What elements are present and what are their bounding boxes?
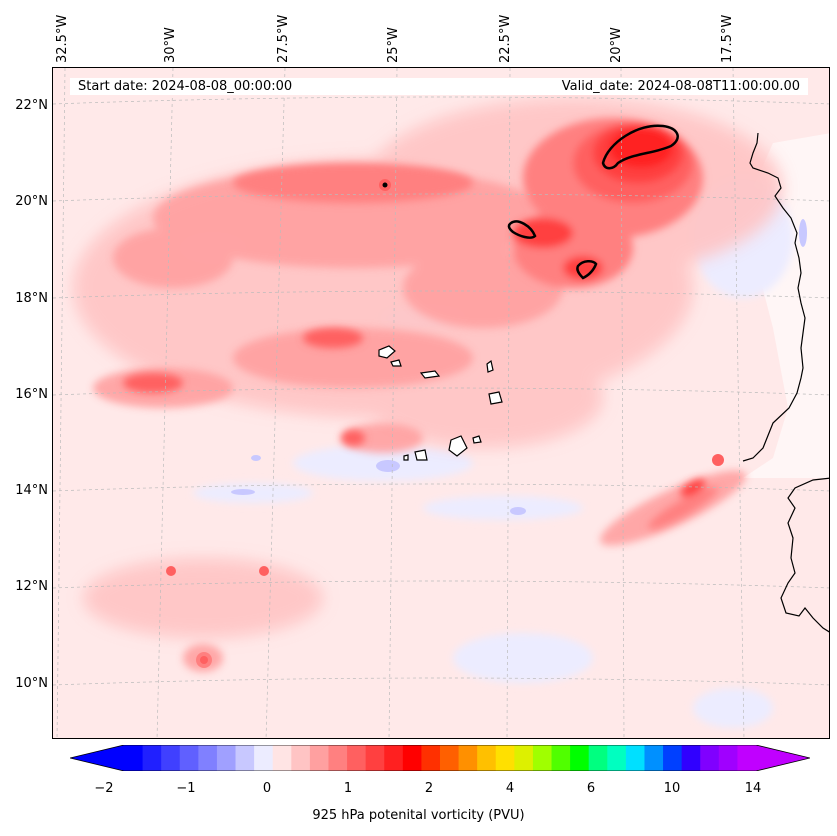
colorbar-segment [365, 745, 385, 771]
colorbar-segment [588, 745, 608, 771]
colorbar-segment [328, 745, 348, 771]
pv-dot [382, 182, 388, 188]
colorbar-segment [421, 745, 441, 771]
cb-tick-14: 14 [744, 781, 762, 796]
colorbar-segment [347, 745, 367, 771]
colorbar-segment [216, 745, 237, 771]
colorbar-segment [570, 745, 590, 771]
cb-tick-neg2: −2 [94, 781, 114, 796]
lat-label-12n: 12°N [15, 579, 48, 594]
colorbar-segment [254, 745, 274, 771]
colorbar-segment [384, 745, 404, 771]
lon-label-17-5w: 17.5°W [720, 14, 735, 63]
colorbar-segment [681, 745, 701, 771]
colorbar-segment [718, 745, 738, 771]
colorbar-segment [124, 745, 144, 771]
colorbar-segment [291, 745, 311, 771]
lat-label-14n: 14°N [15, 483, 48, 498]
colorbar-segment [235, 745, 255, 771]
colorbar-segment [514, 745, 534, 771]
lon-label-22-5w: 22.5°W [498, 14, 513, 63]
colorbar-segment [607, 745, 627, 771]
colorbar-segment [663, 745, 683, 771]
pv-negative-cores [231, 219, 807, 515]
colorbar-segment [142, 745, 162, 771]
graticule [53, 68, 829, 738]
colorbar-segment [532, 745, 553, 771]
lat-label-10n: 10°N [15, 676, 48, 691]
map-panel [52, 67, 830, 739]
colorbar-segment [272, 745, 292, 771]
lat-label-20n: 20°N [15, 194, 48, 209]
pv-blobs [166, 179, 724, 668]
coastline-south [780, 477, 829, 633]
cb-tick-0: 0 [262, 781, 272, 796]
pv-contours [507, 124, 679, 280]
colorbar-segment [161, 745, 181, 771]
colorbar-segment [495, 745, 515, 771]
colorbar-segment [477, 745, 497, 771]
coastline [742, 132, 806, 462]
cb-tick-6: 6 [586, 781, 596, 796]
colorbar-label: 925 hPa potenital vorticity (PVU) [312, 808, 525, 823]
colorbar-segment [402, 745, 422, 771]
cb-tick-4: 4 [505, 781, 515, 796]
pv-field [53, 68, 829, 738]
cb-tick-1: 1 [343, 781, 353, 796]
islands [378, 345, 503, 461]
lon-label-27-5w: 27.5°W [276, 14, 291, 63]
colorbar-segment [737, 745, 757, 771]
colorbar-segment [700, 745, 720, 771]
pv-ridge [123, 118, 718, 530]
lon-label-20w: 20°W [609, 27, 624, 63]
lat-label-16n: 16°N [15, 387, 48, 402]
colorbar-segment [179, 745, 199, 771]
start-date-label: Start date: 2024-08-08_00:00:00 [78, 79, 293, 94]
cb-tick-neg1: −1 [176, 781, 196, 796]
lon-label-30w: 30°W [163, 27, 178, 63]
cb-tick-10: 10 [663, 781, 681, 796]
colorbar-extend-high [756, 745, 810, 771]
info-strip [70, 78, 808, 95]
colorbar-segment [625, 745, 645, 771]
valid-date-label: Valid_date: 2024-08-08T11:00:00.00 [561, 79, 800, 94]
colorbar-segment [644, 745, 664, 771]
colorbar-segment [458, 745, 478, 771]
colorbar-extend-low [70, 745, 124, 771]
cb-tick-2: 2 [424, 781, 434, 796]
colorbar-segment [198, 745, 218, 771]
lon-label-32-5w: 32.5°W [55, 14, 70, 63]
lon-label-25w: 25°W [386, 27, 401, 63]
colorbar [70, 745, 810, 771]
lat-label-18n: 18°N [15, 291, 48, 306]
colorbar-segment [551, 745, 571, 771]
colorbar-segment [440, 745, 460, 771]
lat-label-22n: 22°N [15, 98, 48, 113]
colorbar-segment [309, 745, 329, 771]
